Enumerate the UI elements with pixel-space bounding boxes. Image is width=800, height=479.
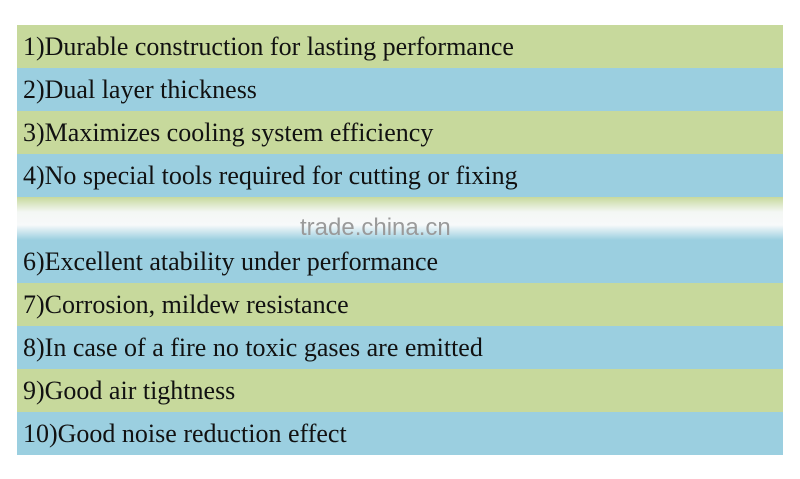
list-item: 10)Good noise reduction effect (17, 412, 783, 455)
list-item: 3)Maximizes cooling system efficiency (17, 111, 783, 154)
obscured-row (17, 197, 783, 240)
list-item: 6)Excellent atability under performance (17, 240, 783, 283)
list-item: 9)Good air tightness (17, 369, 783, 412)
list-item: 7)Corrosion, mildew resistance (17, 283, 783, 326)
list-item: 2)Dual layer thickness (17, 68, 783, 111)
list-item: 4)No special tools required for cutting … (17, 154, 783, 197)
watermark: trade.china.cn (300, 214, 451, 241)
feature-list: 1)Durable construction for lasting perfo… (17, 25, 783, 455)
list-item: 1)Durable construction for lasting perfo… (17, 25, 783, 68)
list-item: 8)In case of a fire no toxic gases are e… (17, 326, 783, 369)
